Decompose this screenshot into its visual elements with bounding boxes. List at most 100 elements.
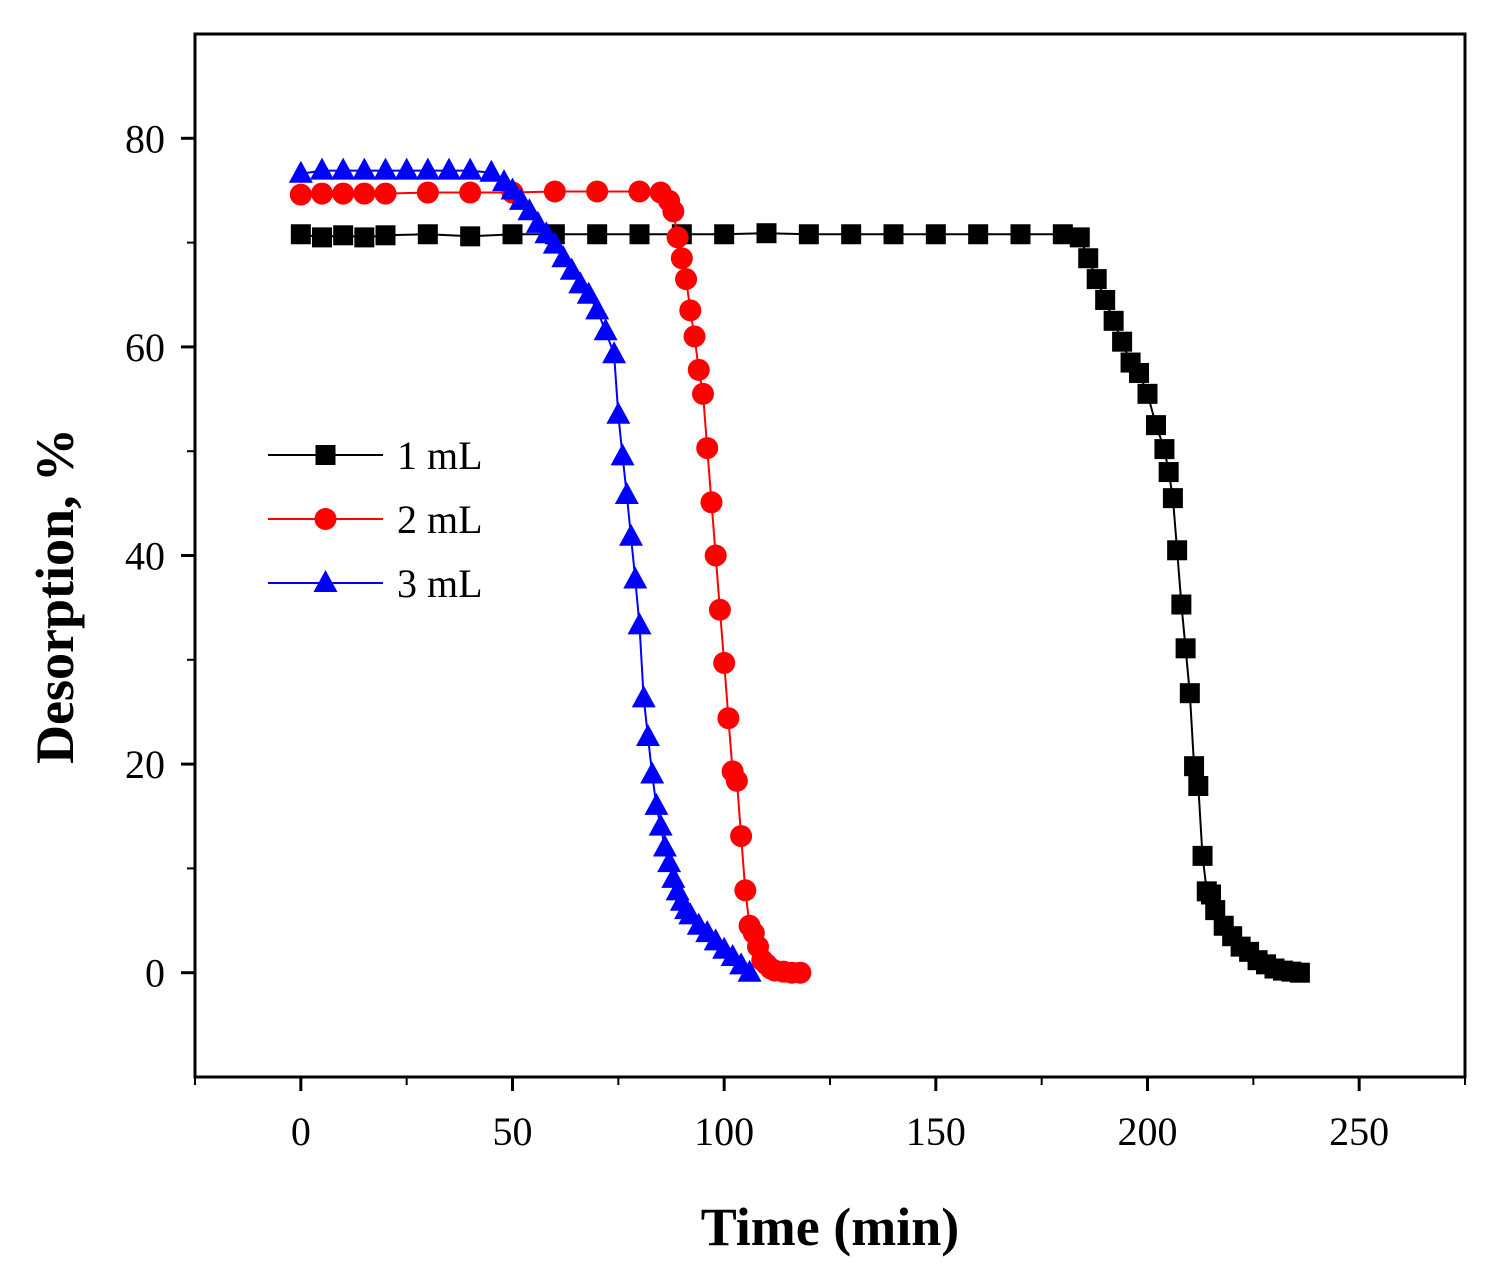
data-point xyxy=(687,358,710,381)
data-point xyxy=(610,443,635,466)
data-point xyxy=(576,281,601,304)
data-point xyxy=(1095,289,1116,310)
y-tick-label: 60 xyxy=(125,325,165,370)
data-point xyxy=(700,491,723,514)
data-point xyxy=(696,437,719,460)
data-point xyxy=(737,959,762,982)
data-point xyxy=(1078,248,1099,269)
legend-marker xyxy=(314,508,337,530)
data-point xyxy=(883,224,904,245)
data-point xyxy=(1179,683,1200,704)
data-point xyxy=(437,157,461,180)
data-point xyxy=(289,183,312,206)
data-point xyxy=(717,707,740,730)
data-point xyxy=(1010,224,1031,245)
data-point xyxy=(1289,962,1310,983)
data-point xyxy=(704,544,727,567)
x-tick-label: 0 xyxy=(291,1109,311,1154)
data-point xyxy=(623,566,648,589)
legend-marker xyxy=(315,445,336,465)
data-point xyxy=(1052,224,1073,245)
data-point xyxy=(679,299,702,322)
y-tick-label: 40 xyxy=(125,534,165,579)
data-point xyxy=(1158,462,1179,483)
data-point xyxy=(458,157,483,180)
data-point xyxy=(1137,383,1158,404)
data-point xyxy=(1129,362,1150,383)
data-point xyxy=(1205,900,1226,921)
x-tick-label: 200 xyxy=(1118,1109,1178,1154)
data-point xyxy=(517,198,542,221)
data-point xyxy=(1103,310,1124,331)
data-point xyxy=(394,157,419,180)
data-point xyxy=(789,961,812,984)
data-point xyxy=(1145,415,1166,436)
data-point xyxy=(629,224,650,245)
legend: 1 mL 2 mL 3 mL xyxy=(268,433,483,606)
data-point xyxy=(559,257,584,280)
data-point xyxy=(352,157,377,180)
x-tick-label: 100 xyxy=(694,1109,754,1154)
data-point xyxy=(1086,269,1107,290)
data-point xyxy=(614,482,639,505)
data-point xyxy=(311,182,333,205)
data-point xyxy=(683,325,706,348)
x-tick-label: 250 xyxy=(1329,1109,1389,1154)
legend-item: 2 mL xyxy=(268,497,483,542)
data-point xyxy=(373,157,398,180)
series-layer xyxy=(288,157,1310,984)
data-point xyxy=(375,225,396,246)
y-tick-label: 80 xyxy=(125,116,165,161)
data-point xyxy=(502,224,523,245)
data-point xyxy=(586,180,609,203)
data-point xyxy=(708,598,731,621)
data-point xyxy=(310,157,334,180)
data-point xyxy=(713,651,736,674)
data-point xyxy=(333,225,354,246)
data-point xyxy=(331,157,356,180)
data-point xyxy=(288,160,313,183)
data-point xyxy=(714,224,735,245)
data-point xyxy=(628,180,651,203)
data-point xyxy=(1112,331,1133,352)
legend-item: 1 mL xyxy=(268,433,483,478)
data-point xyxy=(459,181,482,204)
data-point xyxy=(640,761,665,784)
data-point xyxy=(417,224,438,245)
x-axis: 0 50 100 150 200 250 xyxy=(194,1077,1466,1154)
data-point xyxy=(593,318,618,341)
data-point xyxy=(730,825,753,848)
legend-label: 2 mL xyxy=(397,497,483,542)
x-tick-label: 50 xyxy=(493,1109,533,1154)
data-point xyxy=(353,182,376,205)
series-3-ml xyxy=(288,157,762,982)
legend-label: 1 mL xyxy=(397,433,483,478)
data-point xyxy=(1184,756,1205,777)
data-point xyxy=(1069,227,1090,248)
data-point xyxy=(312,227,332,248)
data-point xyxy=(1167,540,1188,561)
data-point xyxy=(662,200,685,223)
data-point xyxy=(354,227,375,248)
y-tick-label: 20 xyxy=(125,742,165,787)
y-tick-label: 0 xyxy=(145,951,165,996)
x-tick-label: 150 xyxy=(906,1109,966,1154)
data-point xyxy=(756,223,777,244)
data-point xyxy=(1175,638,1196,659)
data-point xyxy=(631,685,656,708)
data-point xyxy=(841,224,862,245)
y-axis: 0 20 40 60 80 xyxy=(125,116,195,996)
data-point xyxy=(415,157,440,180)
data-point xyxy=(619,523,644,546)
data-point xyxy=(479,159,504,182)
data-point xyxy=(543,180,566,203)
legend-item: 3 mL xyxy=(268,561,483,606)
data-point xyxy=(602,341,627,364)
data-point xyxy=(925,224,946,245)
data-point xyxy=(460,226,481,247)
data-point xyxy=(332,182,355,205)
data-point xyxy=(1162,488,1183,509)
data-point xyxy=(675,268,698,291)
data-point xyxy=(290,224,311,245)
